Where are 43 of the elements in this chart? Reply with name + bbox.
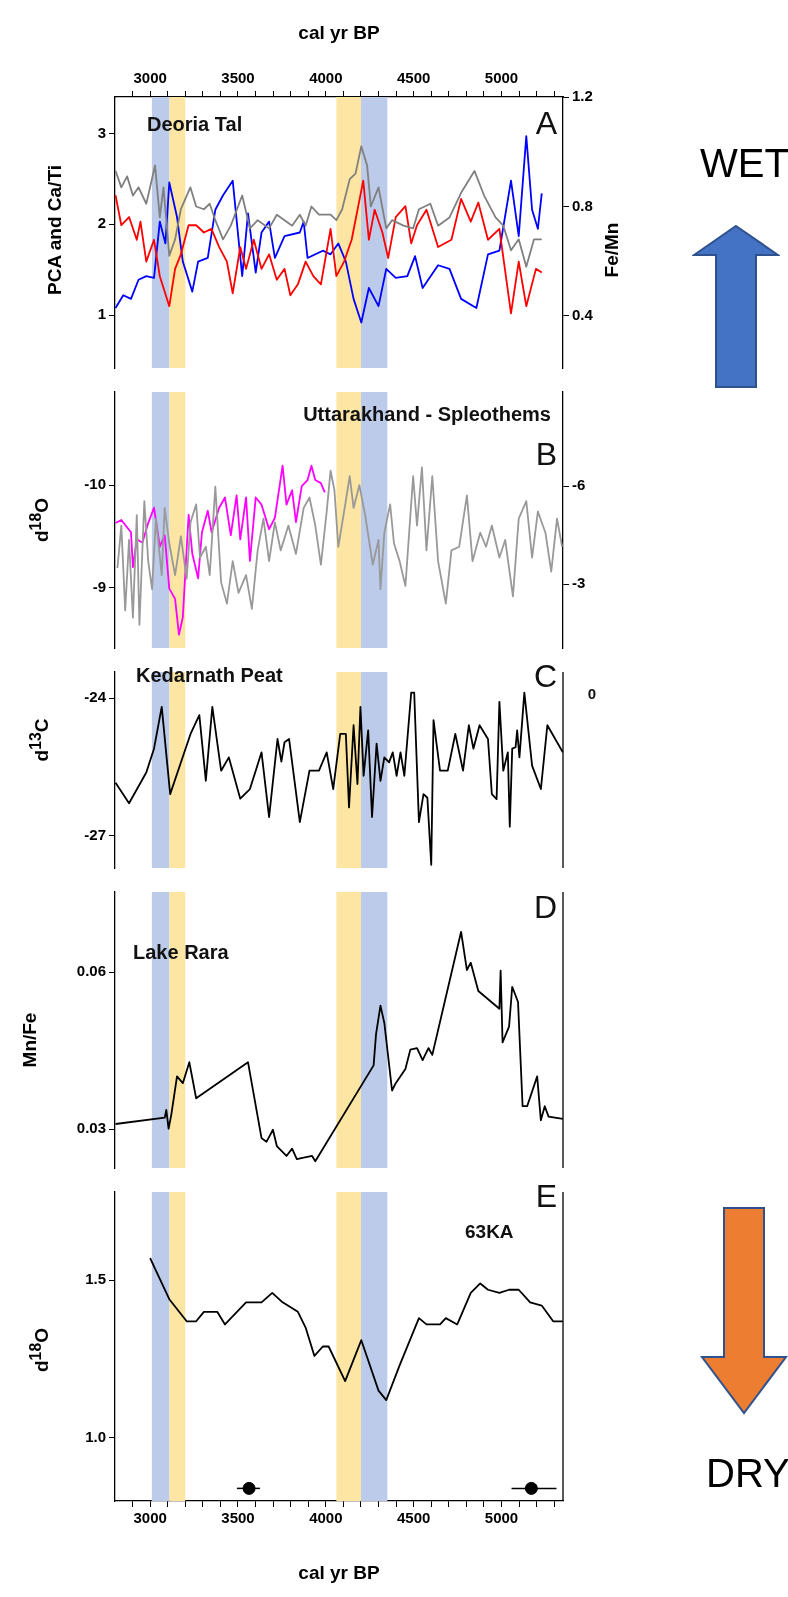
- x-tick-label: 3500: [221, 1509, 255, 1527]
- x-tick-label: 4500: [396, 1509, 431, 1527]
- text: WET: [700, 140, 788, 187]
- y-tick-label: 2: [97, 214, 106, 232]
- annotation: Deoria Tal: [147, 112, 243, 135]
- y2-tick-label: 1.2: [572, 87, 593, 105]
- y2-axis-title: Fe/Mn: [601, 222, 623, 278]
- y-tick-label: -27: [84, 826, 106, 844]
- y-tick-label: -10: [84, 475, 106, 493]
- y-tick-label: 0.03: [76, 1119, 106, 1137]
- x-axis-title: cal yr BP: [298, 21, 380, 43]
- x-tick-label: 3000: [133, 69, 167, 87]
- y-tick-label: 0.06: [76, 962, 106, 980]
- y-tick-label: -24: [84, 688, 107, 706]
- x-tick-label: 3000: [133, 1509, 167, 1527]
- text: 0: [587, 685, 597, 703]
- x-tick-label: 4000: [309, 1509, 343, 1527]
- y2-tick-label: 0.4: [572, 306, 594, 324]
- y2-tick-label: -6: [572, 476, 586, 494]
- annotation: Kedarnath Peat: [136, 663, 284, 686]
- y-axis-title: PCA and Ca/Ti: [44, 165, 66, 295]
- x-tick-label: 3500: [221, 69, 255, 87]
- x-axis-title: cal yr BP: [298, 1561, 380, 1583]
- x-tick-label: 4000: [309, 69, 343, 87]
- annotation: D: [533, 888, 557, 925]
- y-tick-label: 1: [97, 305, 106, 323]
- annotation: E: [535, 1177, 557, 1214]
- annotation: Uttarakhand - Spleothems: [303, 402, 551, 425]
- y-tick-label: 1.5: [85, 1270, 106, 1288]
- annotation: B: [535, 435, 557, 472]
- x-tick-label: 5000: [484, 1509, 519, 1527]
- y-axis-title: Mn/Fe: [19, 1012, 41, 1068]
- annotation: C: [533, 657, 557, 694]
- y2-tick-label: -3: [572, 574, 586, 592]
- annotation: 63KA: [465, 1221, 514, 1243]
- x-tick-label: 5000: [484, 69, 519, 87]
- y-tick-label: 3: [97, 123, 106, 141]
- y-tick-label: 1.0: [85, 1428, 106, 1446]
- annotation: Lake Rara: [133, 940, 230, 963]
- annotation: A: [535, 104, 558, 141]
- y2-tick-label: 0.8: [572, 196, 593, 214]
- y-tick-label: -9: [92, 577, 106, 595]
- x-tick-label: 4500: [396, 69, 431, 87]
